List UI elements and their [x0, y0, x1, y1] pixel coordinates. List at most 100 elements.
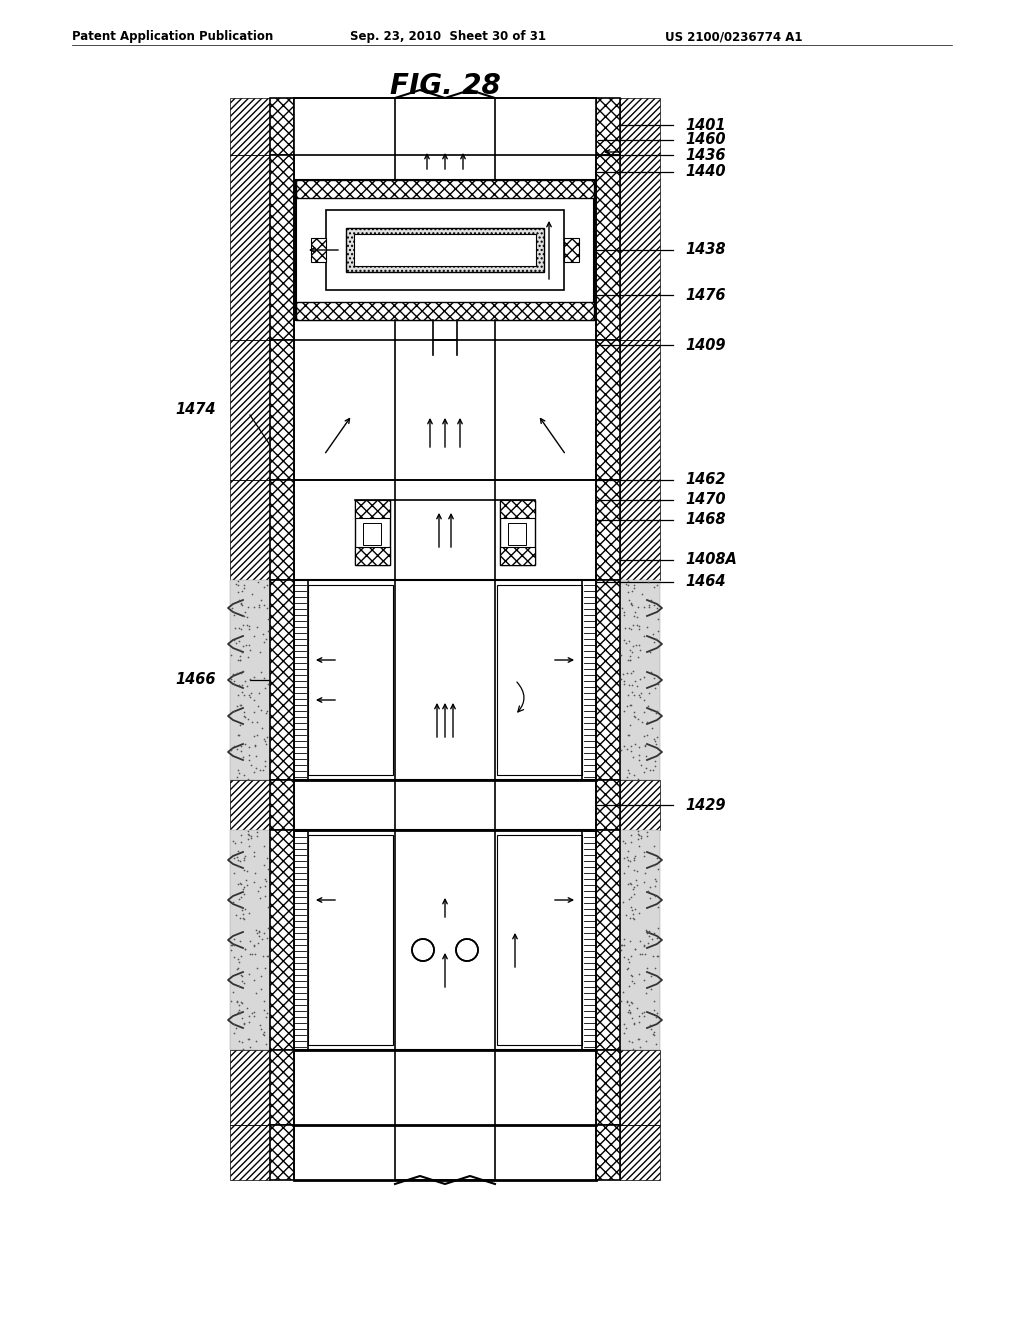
Point: [255, 760, 271, 781]
Point: [258, 1034, 274, 1055]
Point: [236, 764, 252, 785]
Point: [259, 620, 275, 642]
Point: [238, 870, 254, 891]
Point: [242, 964, 258, 985]
Point: [645, 990, 662, 1011]
Point: [233, 694, 250, 715]
Point: [623, 593, 639, 614]
Bar: [596, 780, 620, 830]
Point: [627, 706, 643, 727]
Point: [626, 577, 642, 598]
Point: [232, 1003, 249, 1024]
Point: [624, 965, 640, 986]
Point: [241, 1028, 257, 1049]
Bar: [270, 579, 294, 780]
Point: [638, 920, 654, 941]
Point: [246, 845, 262, 866]
Point: [623, 991, 639, 1012]
Point: [623, 639, 639, 660]
Point: [256, 855, 272, 876]
Point: [255, 1024, 271, 1045]
Bar: [230, 98, 270, 154]
Bar: [620, 480, 660, 579]
Point: [623, 1003, 639, 1024]
Point: [252, 1015, 268, 1036]
Text: 1438: 1438: [685, 243, 725, 257]
Point: [236, 1012, 252, 1034]
Bar: [308, 585, 393, 775]
Point: [234, 747, 251, 768]
Point: [639, 725, 655, 746]
Bar: [354, 234, 536, 267]
Point: [258, 734, 274, 755]
Point: [620, 1002, 636, 1023]
Point: [641, 887, 657, 908]
Point: [251, 925, 267, 946]
Point: [620, 649, 636, 671]
Point: [633, 825, 649, 846]
Point: [246, 1002, 262, 1023]
Bar: [355, 500, 390, 517]
Point: [258, 574, 274, 595]
Point: [636, 667, 652, 688]
Point: [625, 747, 641, 768]
Point: [224, 598, 241, 619]
Bar: [497, 836, 582, 1045]
Bar: [508, 523, 526, 545]
Point: [623, 594, 639, 615]
Point: [645, 623, 662, 644]
Point: [647, 755, 664, 776]
Point: [649, 701, 666, 722]
Point: [618, 990, 635, 1011]
Bar: [311, 238, 326, 261]
Point: [632, 639, 648, 660]
Point: [251, 920, 267, 941]
Point: [627, 846, 643, 867]
Text: 1466: 1466: [175, 672, 215, 688]
Point: [229, 570, 246, 591]
Point: [623, 735, 639, 756]
Point: [236, 879, 252, 900]
Point: [247, 735, 263, 756]
Point: [249, 880, 265, 902]
Point: [233, 899, 250, 920]
Point: [258, 1006, 274, 1027]
Point: [229, 725, 246, 746]
Point: [226, 618, 243, 639]
Point: [239, 606, 255, 627]
Point: [253, 700, 269, 721]
Point: [626, 879, 642, 900]
Point: [236, 884, 252, 906]
Point: [624, 899, 640, 920]
Text: 1436: 1436: [685, 148, 725, 162]
Point: [649, 620, 666, 642]
Bar: [270, 341, 294, 480]
Point: [240, 597, 256, 618]
Bar: [596, 154, 620, 341]
Bar: [308, 836, 393, 1045]
Point: [232, 825, 249, 846]
Point: [647, 957, 664, 978]
Point: [223, 644, 240, 665]
Bar: [296, 302, 594, 319]
Point: [630, 709, 646, 730]
Point: [622, 850, 638, 871]
Point: [236, 1014, 252, 1035]
Point: [248, 982, 264, 1003]
Point: [615, 946, 632, 968]
Point: [632, 1036, 648, 1057]
Point: [620, 725, 636, 746]
Point: [236, 606, 252, 627]
Point: [230, 1031, 247, 1052]
Point: [645, 729, 662, 750]
Point: [623, 645, 639, 667]
Point: [238, 939, 254, 960]
Point: [256, 631, 272, 652]
Point: [239, 874, 255, 895]
Point: [256, 869, 272, 890]
Point: [648, 734, 665, 755]
Point: [630, 1028, 646, 1049]
Point: [620, 574, 636, 595]
Point: [230, 616, 247, 638]
Point: [622, 649, 638, 671]
